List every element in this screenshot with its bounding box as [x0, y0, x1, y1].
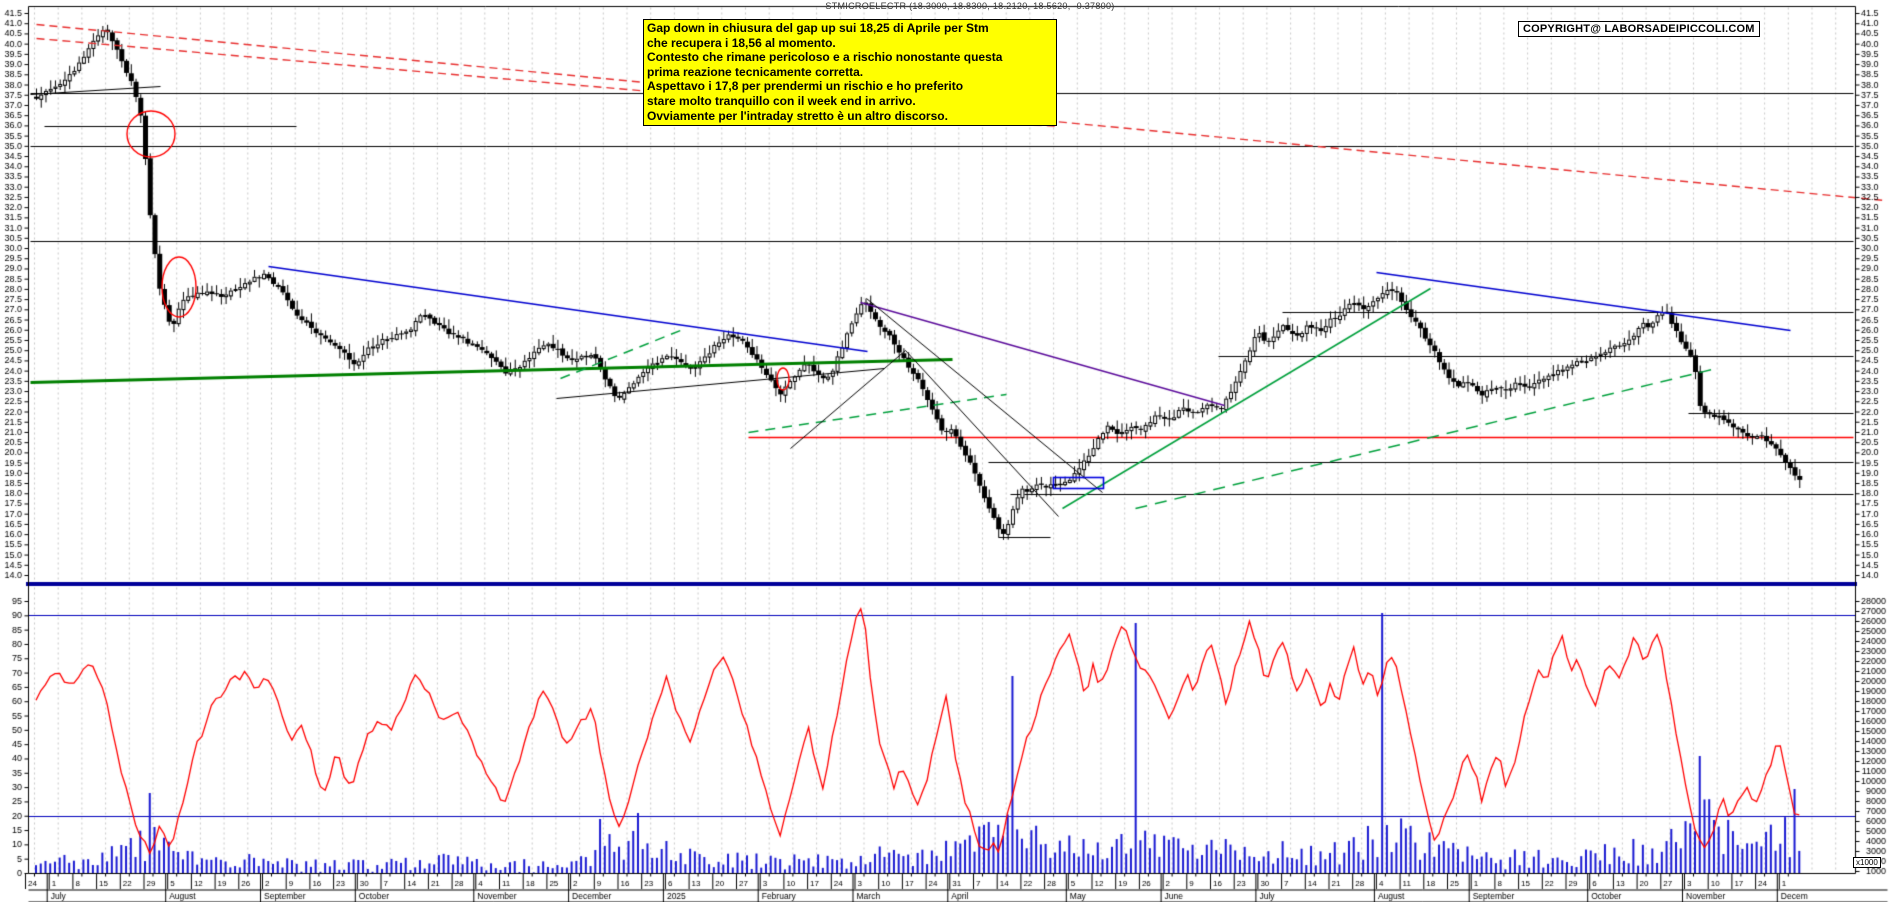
note-line: Aspettavo i 17,8 per prendermi un rischi…: [647, 79, 964, 94]
chart-title: STMICROELECTR (18.3000, 18.8300, 18.2120…: [825, 1, 1115, 11]
note-line: Ovviamente per l'intraday stretto è un a…: [647, 108, 948, 123]
note-line: Contesto che rimane pericoloso e a risch…: [647, 50, 1003, 65]
note-line: stare molto tranquillo con il week end i…: [647, 93, 916, 108]
copyright-badge: COPYRIGHT@ LABORSADEIPICCOLI.COM: [1518, 21, 1760, 37]
note-line: Gap down in chiusura del gap up sui 18,2…: [647, 21, 989, 35]
note-line: prima reazione tecnicamente corretta.: [647, 64, 864, 79]
volume-multiplier-badge: x1000: [1853, 857, 1881, 868]
note-line: che recupera i 18,56 al momento.: [647, 35, 836, 50]
analyst-note-box: Gap down in chiusura del gap up sui 18,2…: [643, 19, 1057, 127]
